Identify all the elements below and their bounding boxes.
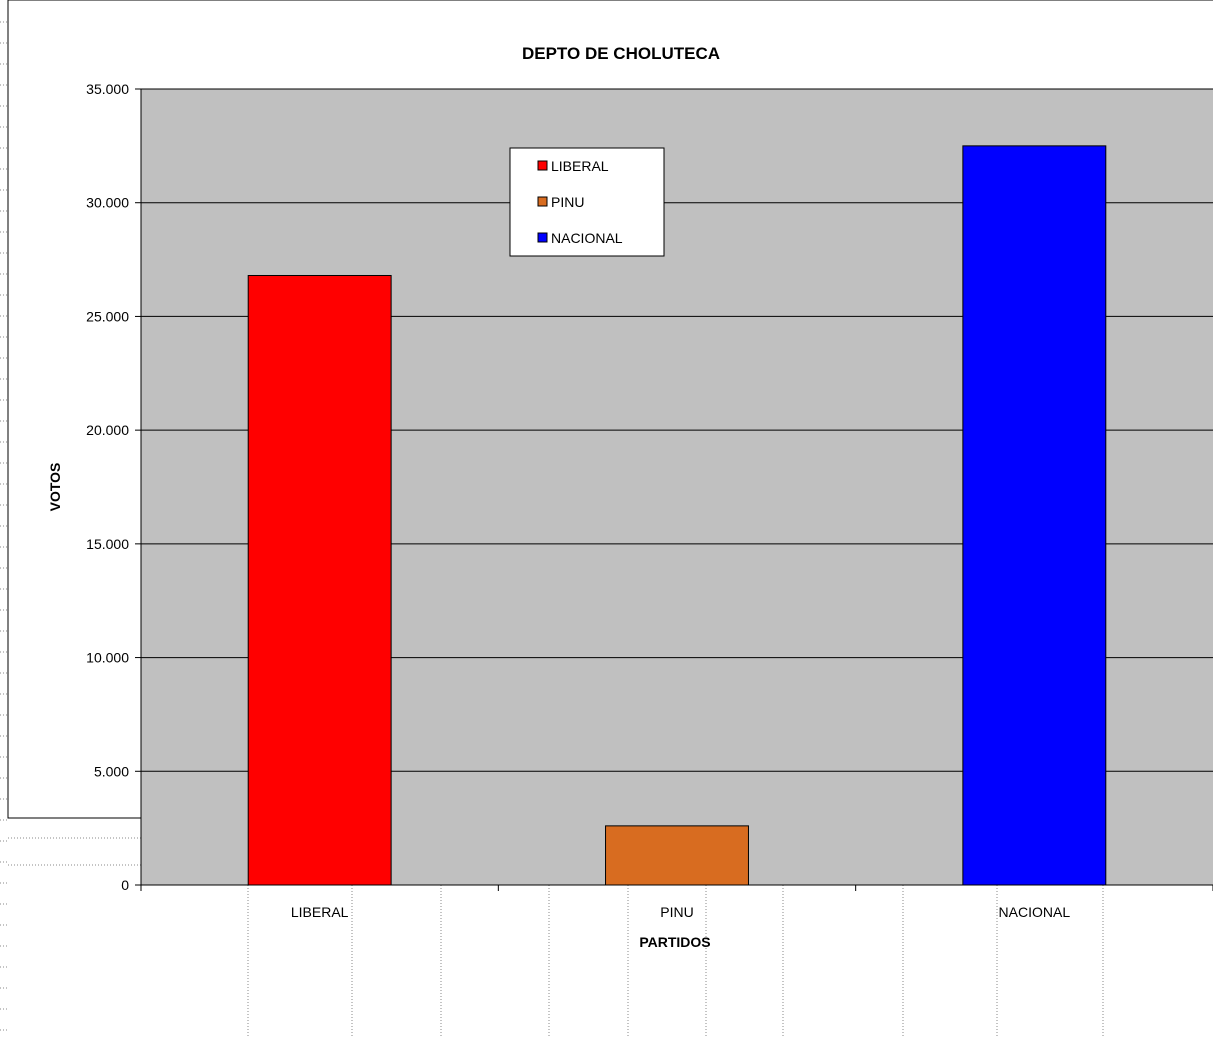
bar-nacional[interactable] xyxy=(962,145,1107,886)
y-tick-label: 20.000 xyxy=(86,422,129,438)
legend-box xyxy=(509,147,665,257)
x-tick-label: NACIONAL xyxy=(999,904,1071,920)
bar-pinu[interactable] xyxy=(605,825,749,886)
x-tick-label: LIBERAL xyxy=(291,904,349,920)
y-tick-label: 30.000 xyxy=(86,195,129,211)
legend-label-nacional: NACIONAL xyxy=(551,230,623,246)
x-axis-tick-labels: LIBERAL PINU NACIONAL xyxy=(291,904,1070,920)
chart-title: DEPTO DE CHOLUTECA xyxy=(522,44,720,63)
legend-swatch-nacional xyxy=(537,232,548,243)
y-tick-label: 5.000 xyxy=(94,763,129,779)
legend-label-pinu: PINU xyxy=(551,194,584,210)
bar-liberal[interactable] xyxy=(247,274,392,886)
y-tick-label: 35.000 xyxy=(86,81,129,97)
legend[interactable]: LIBERAL PINU NACIONAL xyxy=(509,147,665,257)
y-tick-label: 15.000 xyxy=(86,536,129,552)
legend-swatch-liberal xyxy=(537,160,548,171)
y-tick-label: 25.000 xyxy=(86,308,129,324)
legend-swatch-pinu xyxy=(537,196,548,207)
y-tick-label: 0 xyxy=(121,877,129,893)
y-axis-title: VOTOS xyxy=(47,463,63,512)
legend-label-liberal: LIBERAL xyxy=(551,158,609,174)
bar-series xyxy=(247,145,1107,886)
y-tick-label: 10.000 xyxy=(86,650,129,666)
axes xyxy=(135,88,1213,891)
y-axis-tick-labels: 0 5.000 10.000 15.000 20.000 25.000 30.000 35.0… xyxy=(86,81,129,893)
x-axis-title: PARTIDOS xyxy=(639,934,710,950)
x-tick-label: PINU xyxy=(660,904,693,920)
